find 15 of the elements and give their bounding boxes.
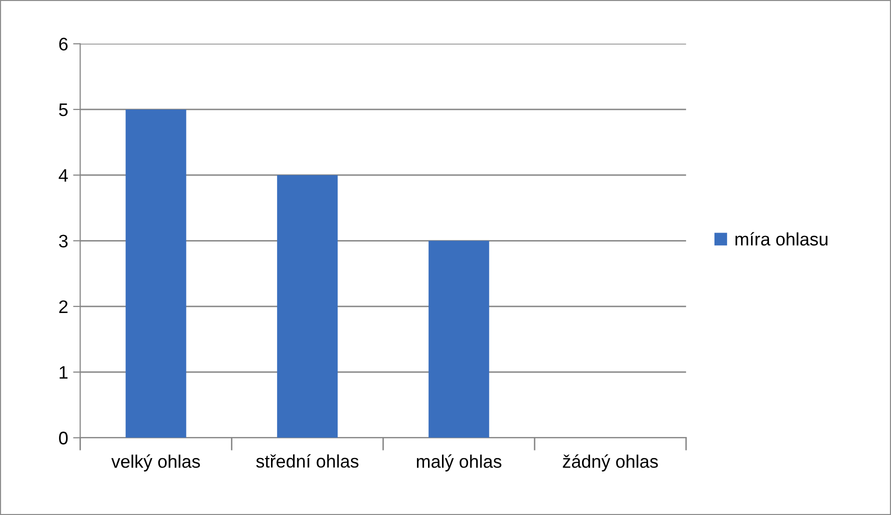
y-tick-label: 5: [59, 104, 68, 116]
y-tick-label: 2: [59, 300, 68, 313]
bar: [428, 240, 490, 438]
x-tick-label: malý ohlas: [416, 454, 502, 472]
legend-label: míra ohlasu: [736, 232, 828, 246]
bar: [277, 175, 338, 438]
y-tick-label: 0: [59, 432, 68, 444]
y-tick-label: 6: [59, 38, 68, 50]
y-tick-label: 4: [58, 169, 68, 182]
y-tick-label: 1: [60, 366, 68, 379]
y-tick-label: 3: [59, 234, 68, 248]
bar: [126, 109, 186, 438]
x-tick-label: žádný ohlas: [562, 454, 658, 472]
x-tick-label: střední ohlas: [256, 454, 358, 468]
x-tick-label: velký ohlas: [111, 454, 200, 472]
